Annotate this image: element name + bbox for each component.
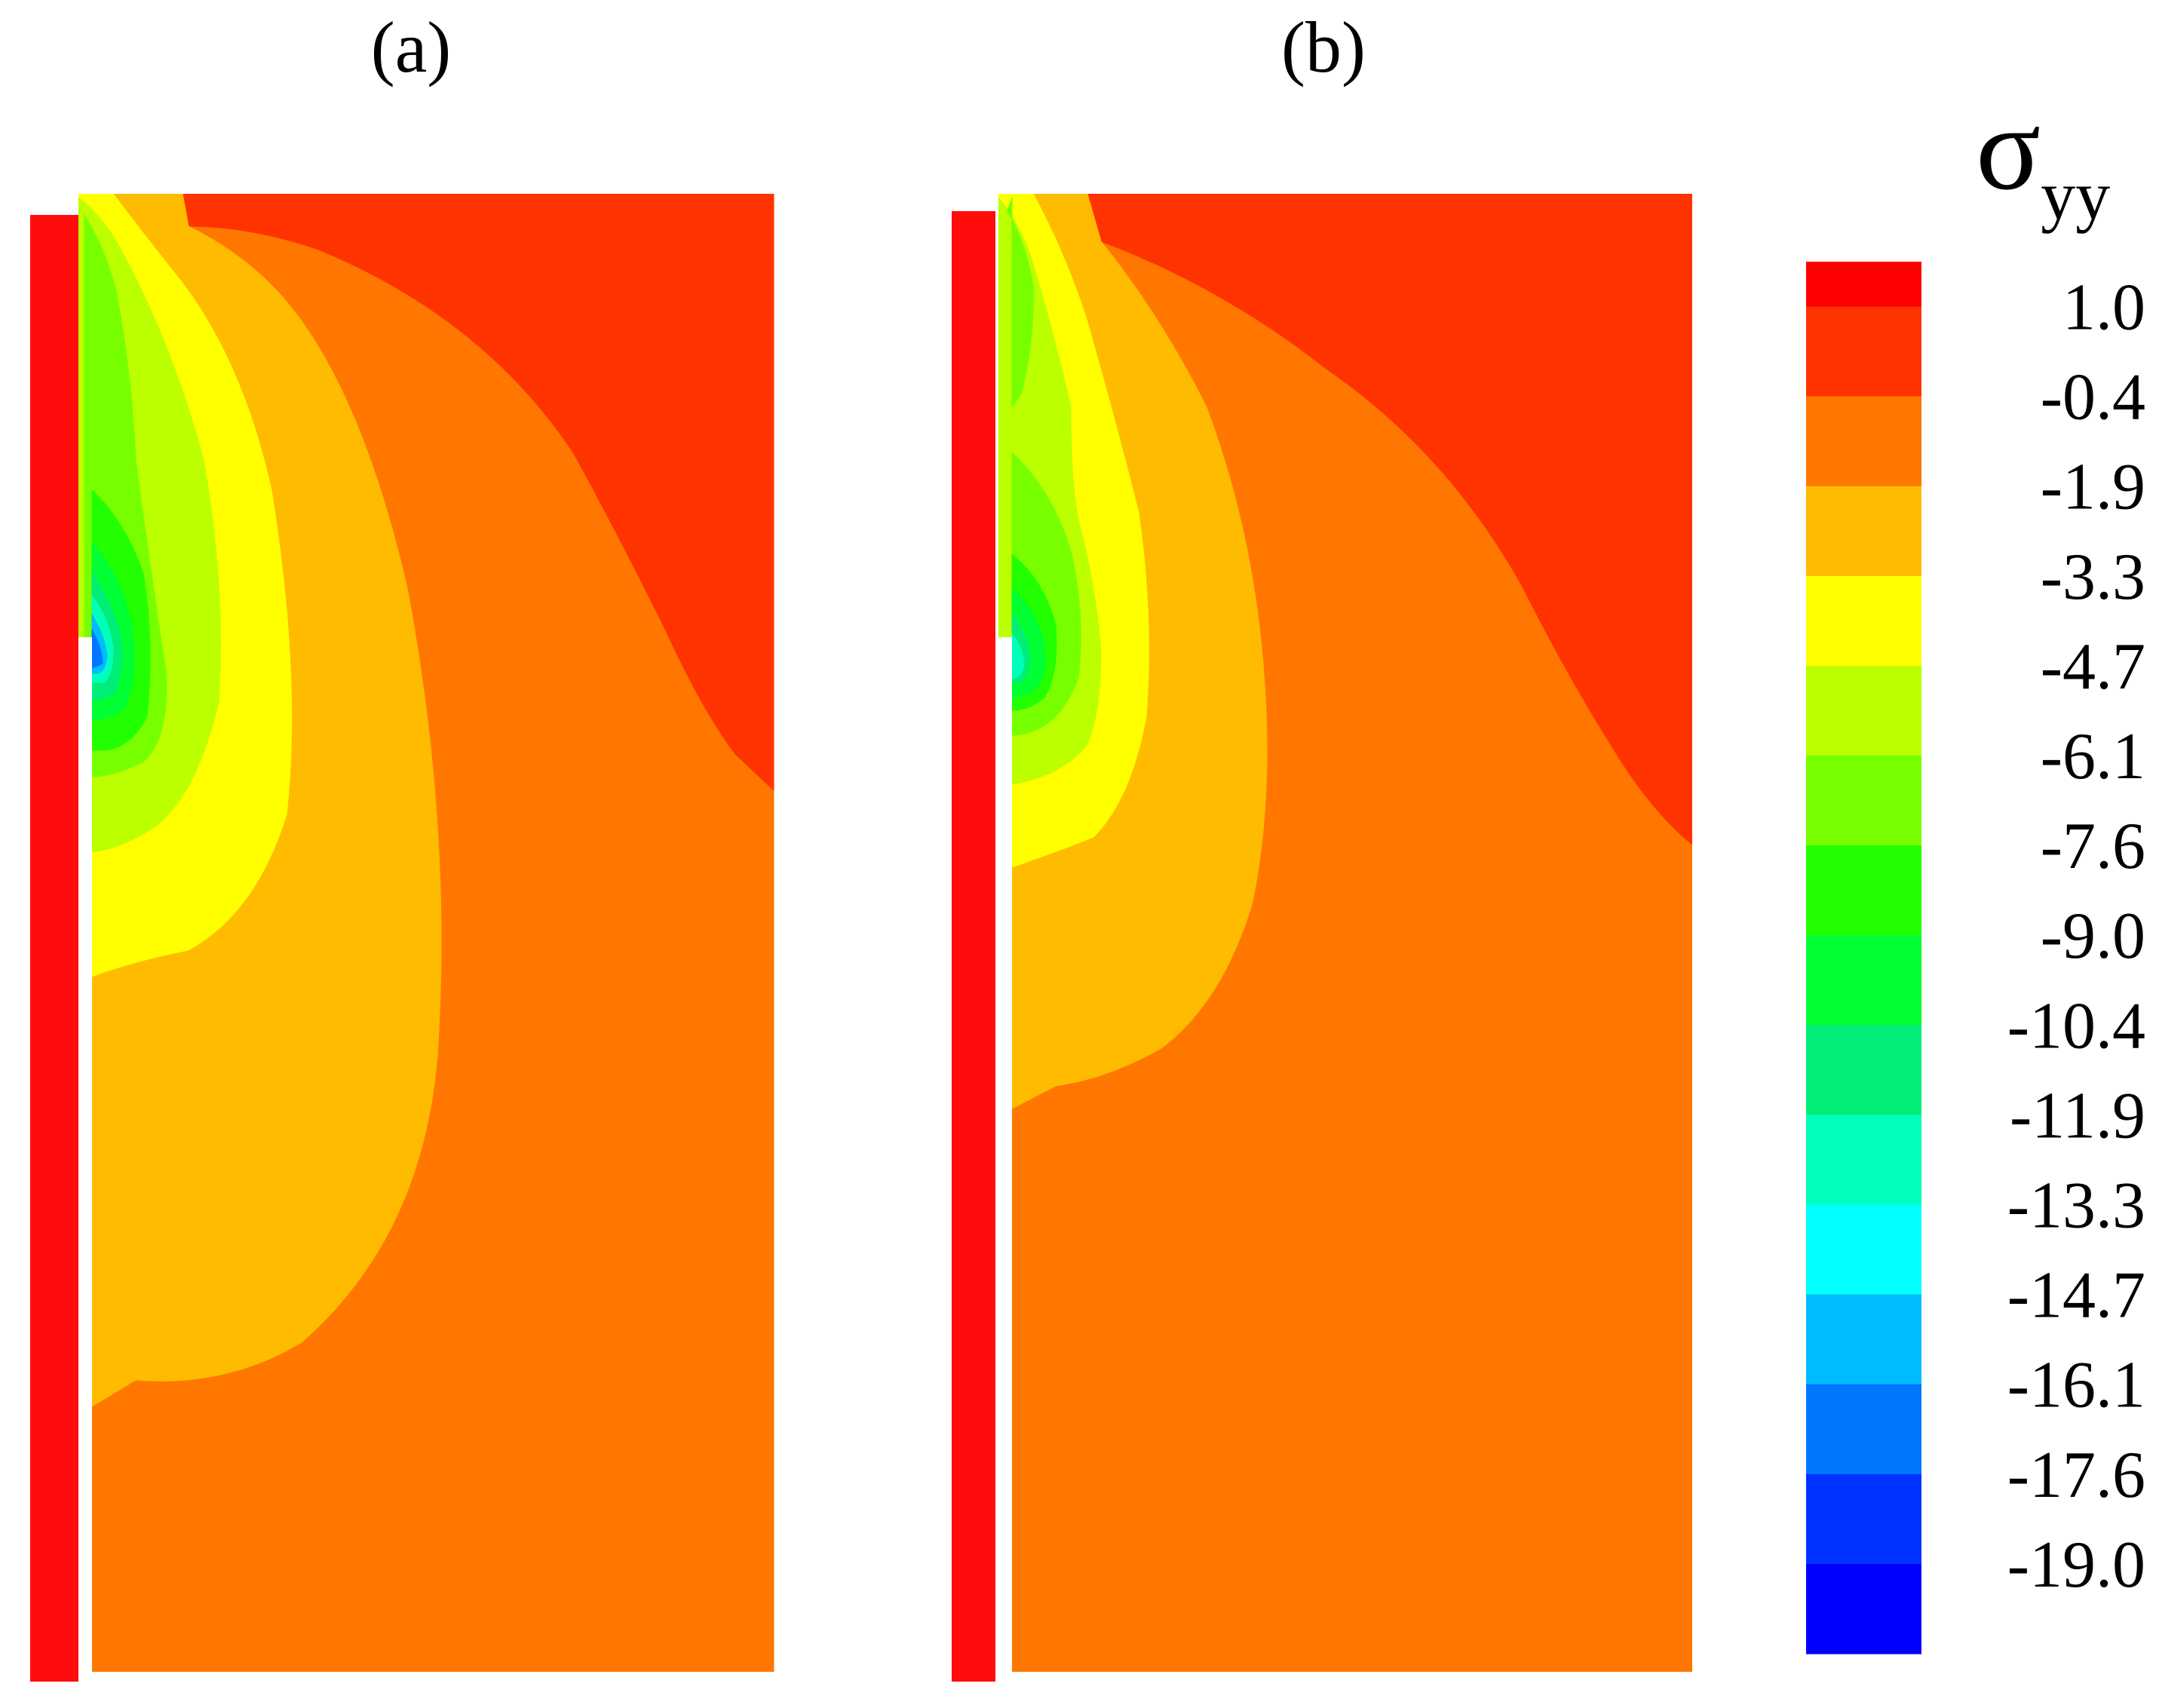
colorbar-band [1806,665,1921,756]
colorbar-tick-label: -17.6 [2007,1439,2145,1512]
colorbar-tick-label: -10.4 [2007,989,2145,1063]
colorbar-tick-label: -1.9 [2041,451,2145,524]
colorbar-band [1806,935,1921,1026]
colorbar-tick-label: -14.7 [2007,1259,2145,1332]
colorbar-band [1806,1115,1921,1206]
colorbar-band [1806,262,1921,308]
colorbar-tick-label: -0.4 [2041,361,2145,434]
contour-band [182,194,774,792]
contour-field [78,194,774,1672]
contour-field [998,194,1692,1672]
contour-band [1087,194,1692,845]
panel-b [952,194,1692,1682]
colorbar-tick-label: -9.0 [2041,900,2145,973]
colorbar-band [1806,1563,1921,1654]
colorbar-tick-label: -7.6 [2041,810,2145,883]
contour-band [1007,197,1034,409]
colorbar-band [1806,575,1921,667]
colorbar-band [1806,1025,1921,1116]
pile [952,211,995,1682]
colorbar-title: σyy [1976,81,2110,234]
colorbar-symbol: σ [1976,81,2041,215]
colorbar-tick-label: -16.1 [2007,1349,2145,1422]
colorbar-band [1806,396,1921,487]
colorbar-band [1806,1204,1921,1296]
panel-a-label: (a) [371,7,452,87]
colorbar-tick-label: -4.7 [2041,630,2145,704]
colorbar-band [1806,1384,1921,1475]
colorbar-subscript: yy [2041,157,2110,234]
colorbar-band [1806,756,1921,846]
colorbar-band [1806,845,1921,936]
colorbar-tick-label: -6.1 [2041,720,2145,793]
panel-b-label: (b) [1281,7,1366,87]
colorbar-band [1806,1473,1921,1565]
contour-band [1011,632,1025,679]
colorbar-tick-label: -13.3 [2007,1170,2145,1243]
panel-a [30,194,774,1682]
pile-soil-gap [78,637,92,1674]
pile-soil-gap [998,637,1012,1674]
colorbar-tick-label: -11.9 [2010,1079,2145,1152]
colorbar: σyy 1.0 -0.4 -1.9 -3.3 -4.7 -6.1 -7.6 -9.0 -10.4… [1806,81,2145,1654]
contour-band [91,628,103,669]
colorbar-tick-label: -3.3 [2041,541,2145,614]
colorbar-tick-label: 1.0 [2062,271,2145,345]
colorbar-tick-label: -19.0 [2007,1529,2145,1602]
colorbar-band [1806,486,1921,577]
colorbar-band [1806,1294,1921,1385]
colorbar-band [1806,306,1921,397]
pile [30,215,78,1682]
